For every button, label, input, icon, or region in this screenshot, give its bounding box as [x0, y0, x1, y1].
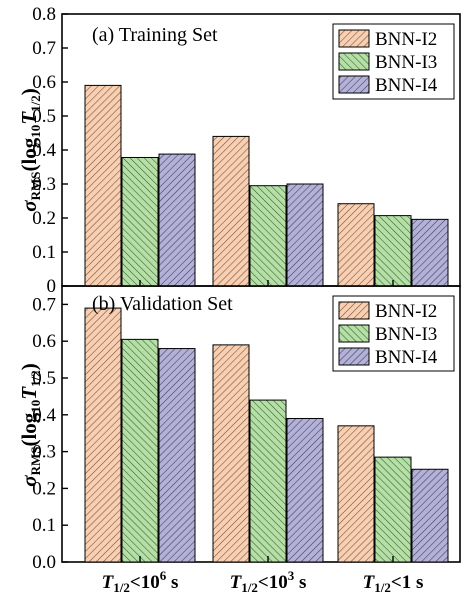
y-axis-ticks: 0 0.1 0.2 0.3 0.4 0.5 0.6 0.7 0.8 [32, 4, 68, 297]
bar-bnn-i2 [337, 425, 375, 563]
y-tick-label: 0.3 [32, 442, 56, 463]
bar-bnn-i4 [158, 348, 196, 563]
bar-bnn-i4 [286, 417, 324, 563]
bar-bnn-i3 [374, 215, 412, 287]
bar-bnn-i3 [121, 156, 159, 287]
y-tick-label: 0 [47, 276, 57, 297]
legend-swatch-bnn-i4 [338, 347, 370, 366]
bar-bnn-i2 [212, 344, 250, 563]
y-tick-label: 0.4 [32, 140, 56, 161]
bar-bnn-i4 [158, 153, 196, 287]
legend-label-bnn-i3: BNN-I3 [375, 324, 437, 345]
panel-training-set: 0 0.1 0.2 0.3 0.4 0.5 0.6 0.7 0.8 (a) Training S… [17, 4, 461, 297]
bar-bnn-i3 [249, 399, 287, 563]
y-tick-label: 0.6 [32, 331, 56, 352]
y-tick-label: 0.5 [32, 368, 56, 389]
y-tick-label: 0.3 [32, 174, 56, 195]
bar-bnn-i4 [411, 218, 449, 287]
y-tick-label: 0.1 [32, 242, 56, 263]
x-category-label: T1/2<106 s [102, 568, 179, 595]
panel-title: (b) Validation Set [92, 293, 233, 315]
bar-bnn-i4 [411, 468, 449, 563]
panel-title: (a) Training Set [92, 24, 218, 46]
bar-bnn-i2 [84, 307, 122, 563]
legend-label-bnn-i3: BNN-I3 [375, 52, 437, 73]
bar-bnn-i2 [212, 135, 250, 287]
y-tick-label: 0.4 [32, 405, 56, 426]
x-category-label: T1/2<103 s [230, 568, 307, 595]
legend-swatch-bnn-i2 [338, 301, 370, 320]
bar-bnn-i3 [121, 338, 159, 563]
legend-label-bnn-i4: BNN-I4 [375, 75, 438, 96]
legend-swatch-bnn-i2 [338, 29, 370, 48]
y-axis-ticks: 0.0 0.1 0.2 0.3 0.4 0.5 0.6 0.7 [32, 294, 68, 573]
y-tick-label: 0.8 [32, 4, 56, 25]
y-tick-label: 0.5 [32, 106, 56, 127]
bar-bnn-i4 [286, 183, 324, 287]
y-tick-label: 0.6 [32, 72, 56, 93]
y-axis-label: σRMS(log10T1/2) [17, 88, 43, 212]
y-tick-label: 0.0 [32, 552, 56, 573]
y-axis-label: σRMS(log10T1/2) [17, 363, 43, 487]
panel-validation-set: 0.0 0.1 0.2 0.3 0.4 0.5 0.6 0.7 (b) Validation … [17, 285, 461, 573]
y-tick-label: 0.7 [32, 294, 56, 315]
legend-swatch-bnn-i3 [338, 324, 370, 343]
y-tick-label: 0.2 [32, 208, 56, 229]
legend-swatch-bnn-i4 [338, 75, 370, 94]
bar-bnn-i3 [374, 456, 412, 563]
y-tick-label: 0.7 [32, 38, 56, 59]
x-axis-categories: T1/2<106 s T1/2<103 s T1/2<1 s [102, 568, 424, 595]
legend-label-bnn-i4: BNN-I4 [375, 347, 438, 368]
bar-bnn-i2 [84, 84, 122, 287]
legend-label-bnn-i2: BNN-I2 [375, 301, 437, 322]
legend-swatch-bnn-i3 [338, 52, 370, 71]
bars [84, 84, 449, 287]
x-category-label: T1/2<1 s [363, 572, 424, 595]
bar-bnn-i2 [337, 203, 375, 287]
y-tick-label: 0.2 [32, 478, 56, 499]
legend-label-bnn-i2: BNN-I2 [375, 29, 437, 50]
bar-bnn-i3 [249, 185, 287, 287]
bars [84, 307, 449, 563]
y-tick-label: 0.1 [32, 515, 56, 536]
